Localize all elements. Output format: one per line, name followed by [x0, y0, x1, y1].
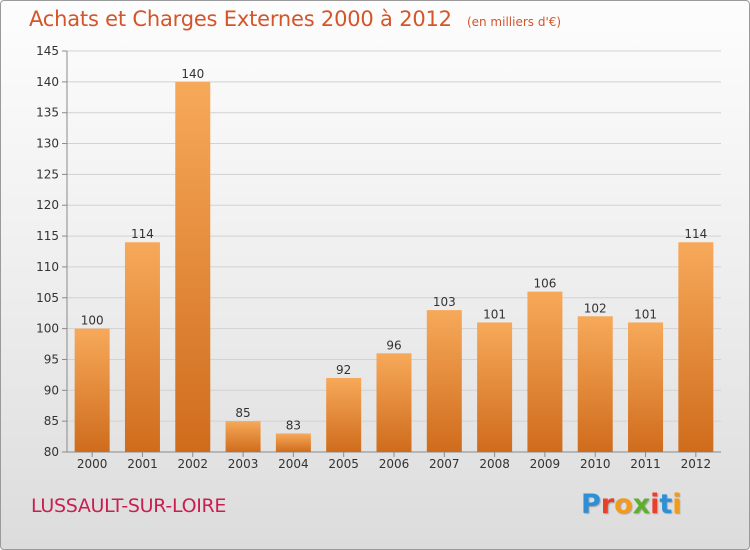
- bar-2001: [124, 242, 160, 452]
- bar-value-label: 106: [533, 277, 556, 291]
- x-tick-label: 2001: [127, 457, 158, 471]
- bar-2005: [326, 377, 362, 452]
- bar-value-label: 83: [286, 418, 301, 432]
- y-tick-labels: 80 85 90 95 100 105 110 115 120 125 130 135 140 145: [36, 44, 59, 459]
- bar-2010: [577, 316, 613, 452]
- bar-2011: [628, 322, 664, 452]
- bar-2006: [376, 353, 412, 452]
- bar-2007: [426, 310, 462, 452]
- bar-2008: [477, 322, 513, 452]
- brand-letter: x: [632, 489, 651, 520]
- x-tick-labels: 2000 2001 2002 2003 2004 2005 2006 2007 2008 2009…: [77, 452, 711, 471]
- bar-2002: [175, 81, 211, 452]
- x-tick-label: 2002: [177, 457, 208, 471]
- x-tick-label: 2009: [530, 457, 561, 471]
- y-tick-label: 80: [44, 445, 59, 459]
- chart-unit: (en milliers d'€): [466, 15, 562, 29]
- y-tick-label: 125: [36, 167, 59, 181]
- y-tick-label: 95: [44, 352, 59, 366]
- y-tick-label: 100: [36, 322, 59, 336]
- bar-2009: [527, 291, 563, 452]
- bar-2000: [74, 328, 110, 452]
- bar-value-label: 101: [483, 307, 506, 321]
- bar-value-label: 96: [386, 338, 401, 352]
- x-tick-label: 2000: [77, 457, 108, 471]
- y-tick-label: 140: [36, 75, 59, 89]
- bar-value-label: 100: [81, 314, 104, 328]
- x-tick-label: 2008: [479, 457, 510, 471]
- x-tick-label: 2006: [379, 457, 410, 471]
- brand-logo: Proxiti: [581, 489, 682, 520]
- brand-letter: t: [659, 489, 673, 520]
- y-tick-label: 90: [44, 383, 59, 397]
- y-tick-label: 135: [36, 106, 59, 120]
- bars: 100 114 140 85 83 92 96 103 101 106 102 101 114: [74, 67, 714, 452]
- commune-name: LUSSAULT-SUR-LOIRE: [31, 495, 227, 517]
- x-tick-label: 2007: [429, 457, 460, 471]
- bar-2003: [225, 421, 261, 452]
- x-tick-label: 2012: [681, 457, 712, 471]
- y-tick-label: 85: [44, 414, 59, 428]
- x-tick-label: 2005: [328, 457, 359, 471]
- brand-letter: i: [672, 489, 682, 520]
- bar-2004: [275, 433, 311, 452]
- x-tick-label: 2010: [580, 457, 611, 471]
- y-tick-label: 115: [36, 229, 59, 243]
- y-tick-label: 130: [36, 137, 59, 151]
- bar-value-label: 101: [634, 307, 657, 321]
- bar-value-label: 140: [181, 67, 204, 81]
- brand-letter: i: [650, 489, 660, 520]
- bar-value-label: 103: [433, 295, 456, 309]
- y-tick-label: 145: [36, 44, 59, 58]
- x-tick-label: 2003: [228, 457, 259, 471]
- bar-value-label: 92: [336, 363, 351, 377]
- chart-header: Achats et Charges Externes 2000 à 2012 (…: [29, 7, 561, 31]
- bar-value-label: 114: [131, 227, 154, 241]
- brand-letter: o: [614, 489, 633, 520]
- chart-title: Achats et Charges Externes 2000 à 2012: [29, 7, 452, 31]
- y-tick-label: 110: [36, 260, 59, 274]
- bar-value-label: 85: [235, 406, 250, 420]
- brand-letter: r: [600, 489, 615, 520]
- y-tick-label: 120: [36, 198, 59, 212]
- brand-letter: P: [581, 489, 601, 520]
- x-tick-label: 2004: [278, 457, 309, 471]
- bar-value-label: 114: [684, 227, 707, 241]
- x-tick-label: 2011: [630, 457, 661, 471]
- bar-2012: [678, 242, 714, 452]
- y-tick-label: 105: [36, 291, 59, 305]
- bar-value-label: 102: [584, 301, 607, 315]
